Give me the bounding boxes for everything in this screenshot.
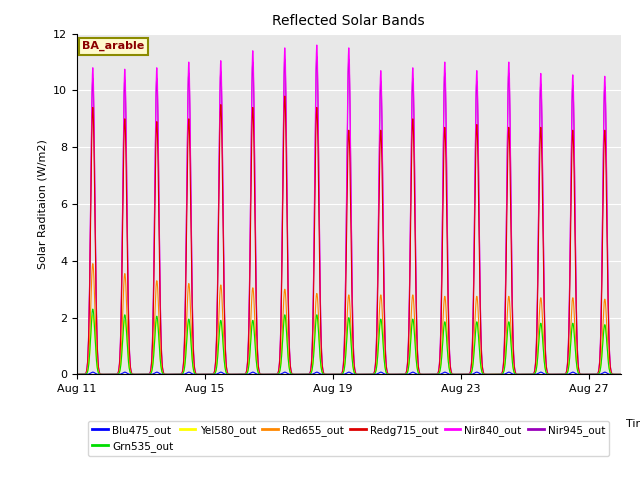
Nir945_out bbox=[617, 372, 625, 377]
Blu475_out bbox=[89, 369, 97, 375]
Nir945_out bbox=[197, 372, 205, 377]
Line: Red655_out: Red655_out bbox=[77, 264, 621, 374]
Yel580_out bbox=[73, 372, 81, 377]
Yel580_out bbox=[528, 372, 536, 377]
Nir840_out bbox=[520, 372, 527, 377]
Redg715_out bbox=[197, 372, 205, 377]
Red655_out bbox=[528, 372, 536, 377]
Nir945_out bbox=[313, 54, 321, 60]
Legend: Blu475_out, Grn535_out, Yel580_out, Red655_out, Redg715_out, Nir840_out, Nir945_: Blu475_out, Grn535_out, Yel580_out, Red6… bbox=[88, 420, 609, 456]
Y-axis label: Solar Raditaion (W/m2): Solar Raditaion (W/m2) bbox=[37, 139, 47, 269]
Grn535_out bbox=[73, 372, 81, 377]
Red655_out bbox=[73, 372, 81, 377]
Nir840_out bbox=[528, 372, 536, 377]
Blu475_out bbox=[73, 372, 81, 377]
Nir840_out bbox=[152, 88, 160, 94]
Nir840_out bbox=[424, 372, 432, 377]
Grn535_out bbox=[197, 372, 205, 377]
Red655_out bbox=[424, 372, 432, 377]
Red655_out bbox=[617, 372, 625, 377]
Grn535_out bbox=[617, 372, 625, 377]
Blu475_out bbox=[152, 370, 160, 375]
Red655_out bbox=[127, 369, 134, 374]
Red655_out bbox=[152, 284, 160, 289]
Line: Redg715_out: Redg715_out bbox=[77, 96, 621, 374]
Redg715_out bbox=[281, 93, 289, 99]
Nir840_out bbox=[127, 362, 134, 368]
Blu475_out bbox=[127, 372, 134, 377]
Redg715_out bbox=[617, 372, 625, 377]
Line: Yel580_out: Yel580_out bbox=[77, 315, 621, 374]
Line: Nir945_out: Nir945_out bbox=[77, 57, 621, 374]
Yel580_out bbox=[197, 372, 205, 377]
Redg715_out bbox=[73, 372, 81, 377]
Text: Time: Time bbox=[626, 419, 640, 429]
Yel580_out bbox=[152, 321, 160, 327]
Red655_out bbox=[89, 261, 97, 266]
Grn535_out bbox=[127, 370, 134, 376]
Redg715_out bbox=[424, 372, 432, 377]
Yel580_out bbox=[424, 372, 432, 377]
Nir945_out bbox=[424, 372, 432, 377]
Line: Nir840_out: Nir840_out bbox=[77, 45, 621, 374]
Nir840_out bbox=[313, 42, 321, 48]
Red655_out bbox=[520, 372, 527, 377]
Grn535_out bbox=[89, 306, 97, 312]
Title: Reflected Solar Bands: Reflected Solar Bands bbox=[273, 14, 425, 28]
Blu475_out bbox=[520, 372, 527, 377]
Blu475_out bbox=[197, 372, 205, 377]
Redg715_out bbox=[520, 372, 527, 377]
Grn535_out bbox=[520, 372, 527, 377]
Grn535_out bbox=[424, 372, 432, 377]
Yel580_out bbox=[127, 370, 134, 376]
Line: Grn535_out: Grn535_out bbox=[77, 309, 621, 374]
Grn535_out bbox=[528, 372, 536, 377]
Yel580_out bbox=[89, 312, 97, 318]
Nir945_out bbox=[152, 98, 160, 104]
Nir945_out bbox=[520, 372, 527, 377]
Nir840_out bbox=[197, 372, 205, 377]
Nir840_out bbox=[73, 372, 81, 377]
Line: Blu475_out: Blu475_out bbox=[77, 372, 621, 374]
Blu475_out bbox=[424, 372, 432, 377]
Redg715_out bbox=[528, 372, 536, 377]
Redg715_out bbox=[127, 364, 134, 370]
Nir945_out bbox=[528, 372, 536, 377]
Blu475_out bbox=[617, 372, 625, 377]
Redg715_out bbox=[152, 138, 160, 144]
Nir945_out bbox=[73, 372, 81, 377]
Nir945_out bbox=[127, 363, 134, 369]
Nir840_out bbox=[617, 372, 625, 377]
Blu475_out bbox=[528, 372, 536, 377]
Yel580_out bbox=[617, 372, 625, 377]
Red655_out bbox=[197, 372, 205, 377]
Text: BA_arable: BA_arable bbox=[82, 41, 145, 51]
Yel580_out bbox=[520, 372, 527, 377]
Grn535_out bbox=[152, 317, 160, 323]
